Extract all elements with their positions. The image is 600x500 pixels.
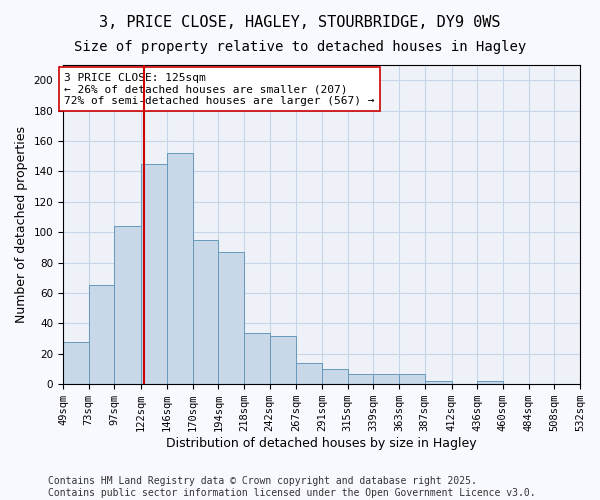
Bar: [296, 363, 322, 384]
Text: 3, PRICE CLOSE, HAGLEY, STOURBRIDGE, DY9 0WS: 3, PRICE CLOSE, HAGLEY, STOURBRIDGE, DY9…: [99, 15, 501, 30]
Bar: [115, 226, 141, 384]
Bar: [89, 286, 115, 384]
X-axis label: Distribution of detached houses by size in Hagley: Distribution of detached houses by size …: [166, 437, 477, 450]
Bar: [425, 381, 452, 384]
Text: 3 PRICE CLOSE: 125sqm
← 26% of detached houses are smaller (207)
72% of semi-det: 3 PRICE CLOSE: 125sqm ← 26% of detached …: [64, 72, 374, 106]
Bar: [373, 374, 399, 384]
Bar: [63, 342, 89, 384]
Text: Size of property relative to detached houses in Hagley: Size of property relative to detached ho…: [74, 40, 526, 54]
Bar: [218, 252, 244, 384]
Bar: [244, 332, 269, 384]
Bar: [141, 164, 167, 384]
Bar: [477, 381, 503, 384]
Text: Contains HM Land Registry data © Crown copyright and database right 2025.
Contai: Contains HM Land Registry data © Crown c…: [48, 476, 536, 498]
Y-axis label: Number of detached properties: Number of detached properties: [15, 126, 28, 323]
Bar: [322, 369, 348, 384]
Bar: [167, 153, 193, 384]
Bar: [399, 374, 425, 384]
Bar: [348, 374, 373, 384]
Bar: [193, 240, 218, 384]
Bar: [269, 336, 296, 384]
